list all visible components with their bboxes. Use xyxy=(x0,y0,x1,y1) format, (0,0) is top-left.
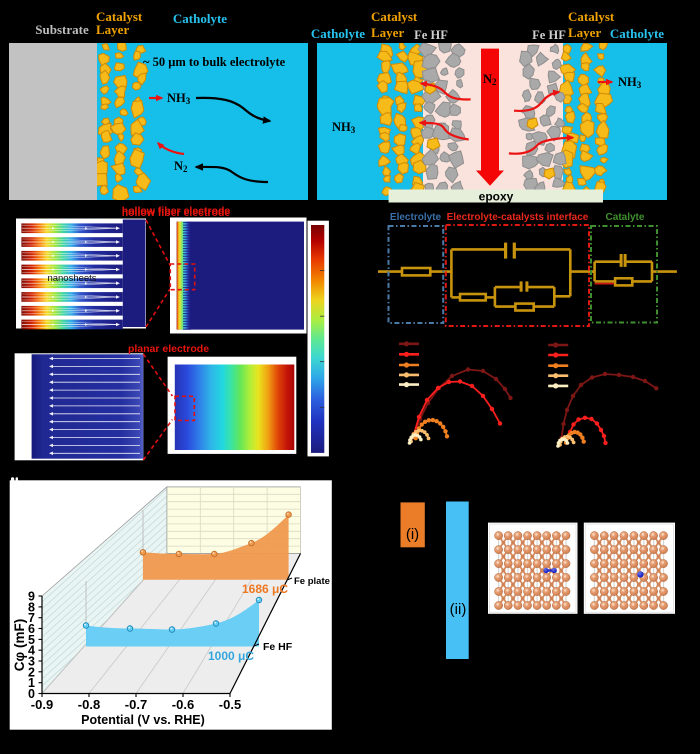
svg-text:Fe HF: Fe HF xyxy=(532,28,566,42)
svg-text:6: 6 xyxy=(28,622,35,636)
svg-text:nanosheets: nanosheets xyxy=(47,273,96,284)
svg-text:3: 3 xyxy=(28,655,35,669)
svg-text:Fe HF: Fe HF xyxy=(263,641,293,653)
svg-text:-0.6: -0.6 xyxy=(172,697,194,712)
svg-text:-0.5: -0.5 xyxy=(219,697,241,712)
svg-text:-0.9: -0.9 xyxy=(31,697,53,712)
svg-text:Catalyst: Catalyst xyxy=(96,9,143,24)
svg-text:Substrate: Substrate xyxy=(35,22,89,37)
svg-text:Catholyte: Catholyte xyxy=(610,26,664,41)
svg-text:1686 μC: 1686 μC xyxy=(242,582,288,596)
svg-text:Electrolyte: Electrolyte xyxy=(390,212,442,223)
svg-text:hollow fiber electrode: hollow fiber electrode xyxy=(122,207,231,219)
svg-text:Catalyte: Catalyte xyxy=(606,212,645,223)
svg-text:Fe plate: Fe plate xyxy=(294,576,330,587)
svg-text:Electrolyte-catalysts interfac: Electrolyte-catalysts interface xyxy=(447,212,589,223)
svg-text:Catalyst: Catalyst xyxy=(568,9,615,24)
svg-text:Catholyte: Catholyte xyxy=(173,11,227,26)
svg-text:~ 50 μm to bulk electrolyte: ~ 50 μm to bulk electrolyte xyxy=(143,55,286,69)
svg-text:Layer: Layer xyxy=(96,22,129,37)
svg-text:2: 2 xyxy=(28,665,35,679)
svg-text:8: 8 xyxy=(28,600,35,614)
svg-text:5: 5 xyxy=(28,633,35,647)
svg-text:1000 μC: 1000 μC xyxy=(208,649,254,663)
svg-text:NH3: NH3 xyxy=(332,120,356,135)
svg-text:NH3: NH3 xyxy=(167,91,191,106)
svg-text:Catholyte: Catholyte xyxy=(311,26,365,41)
svg-text:hollow fiber electrode: hollow fiber electrode xyxy=(122,205,231,217)
svg-text:Layer: Layer xyxy=(371,25,404,40)
svg-text:9: 9 xyxy=(28,590,35,604)
svg-text:Catalyst: Catalyst xyxy=(371,9,418,24)
svg-text:epoxy: epoxy xyxy=(479,190,514,204)
svg-text:4: 4 xyxy=(28,644,35,658)
svg-text:1: 1 xyxy=(28,676,35,690)
svg-text:NH3: NH3 xyxy=(618,75,642,90)
svg-text:-0.8: -0.8 xyxy=(78,697,100,712)
svg-text:planar electrode: planar electrode xyxy=(128,343,209,355)
svg-text:Cφ (mF): Cφ (mF) xyxy=(12,619,27,671)
svg-text:Fe HF: Fe HF xyxy=(414,28,448,42)
svg-text:Layer: Layer xyxy=(568,25,601,40)
svg-text:0: 0 xyxy=(28,687,35,701)
svg-text:7: 7 xyxy=(28,611,35,625)
svg-text:(ii): (ii) xyxy=(450,601,467,618)
svg-text:Potential (V vs. RHE): Potential (V vs. RHE) xyxy=(81,713,205,727)
svg-text:(i): (i) xyxy=(406,526,419,543)
svg-text:-0.7: -0.7 xyxy=(125,697,147,712)
